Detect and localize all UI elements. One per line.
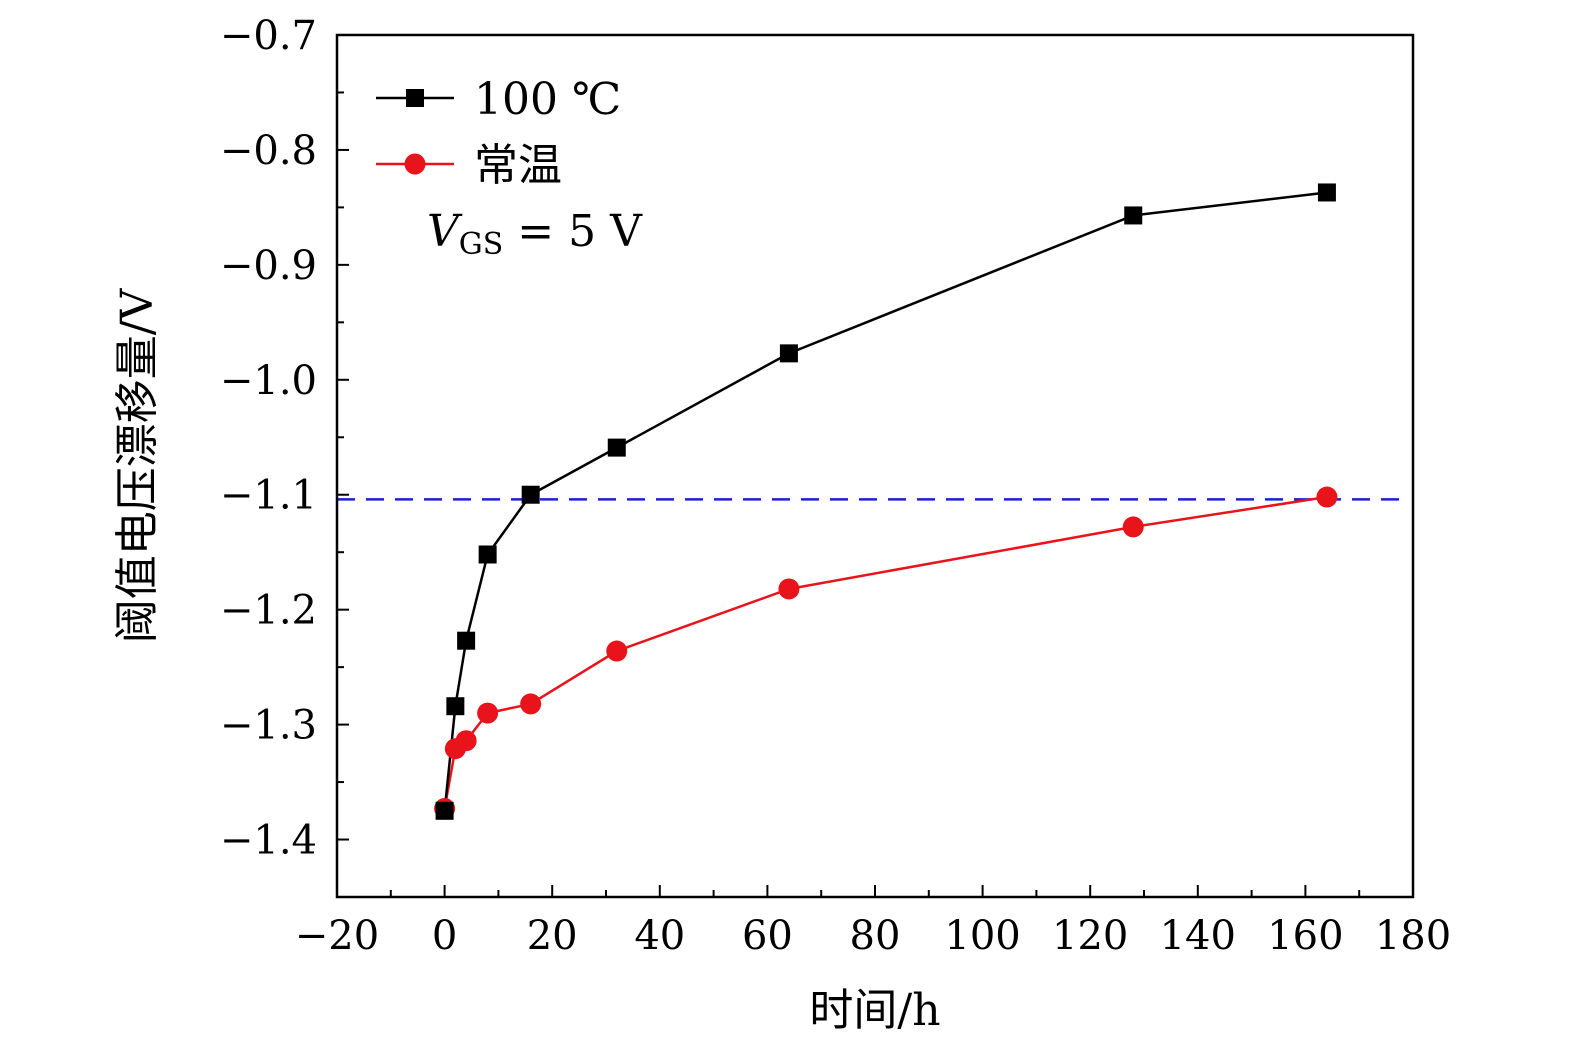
y-tick-label: −0.7 (220, 13, 317, 59)
data-point (478, 545, 497, 564)
x-tick-label: 80 (850, 913, 901, 959)
data-point (1124, 206, 1143, 225)
data-point (606, 640, 628, 662)
data-point (477, 702, 499, 724)
data-point (521, 485, 540, 504)
x-tick-label: 0 (432, 913, 457, 959)
data-point (779, 344, 798, 363)
y-axis-title: 阈值电压漂移量/V (112, 287, 163, 643)
y-tick-label: −0.9 (220, 243, 317, 289)
bias-annotation: VGS = 5 V (427, 206, 643, 262)
x-tick-label: 180 (1375, 913, 1451, 959)
data-point (1122, 516, 1144, 538)
legend-marker (406, 89, 424, 107)
x-tick-label: 120 (1052, 913, 1128, 959)
data-point (455, 730, 477, 752)
plot-frame (335, 33, 1415, 899)
x-tick-label: 40 (634, 913, 685, 959)
data-point (778, 578, 800, 600)
legend-marker (404, 153, 426, 175)
x-tick-label: −20 (295, 913, 379, 959)
y-tick-label: −1.0 (220, 358, 317, 404)
y-tick-label: −1.2 (220, 588, 317, 634)
data-point (435, 801, 454, 820)
data-point (607, 438, 626, 457)
data-point (1316, 486, 1338, 508)
y-tick-label: −1.4 (220, 818, 317, 864)
series-line-1 (443, 495, 1328, 809)
ticks-layer: −20 0 20 40 60 80 100 120 140 160 180 −0.7 −0.8 −0.9 −… (220, 13, 1451, 959)
series-line-0 (443, 191, 1328, 811)
x-tick-label: 60 (742, 913, 793, 959)
x-tick-label: 160 (1267, 913, 1343, 959)
legend-label: 100 ℃ (474, 74, 621, 125)
data-point (446, 697, 465, 716)
data-point (1317, 183, 1336, 202)
legend-label: 常温 (474, 140, 562, 191)
plot-layer (337, 183, 1399, 820)
x-tick-label: 100 (944, 913, 1020, 959)
x-tick-label: 140 (1160, 913, 1236, 959)
data-point (520, 693, 542, 715)
x-axis-title: 时间/h (809, 985, 940, 1036)
x-tick-label: 20 (527, 913, 578, 959)
y-tick-label: −1.1 (220, 473, 317, 519)
y-tick-label: −0.8 (220, 128, 317, 174)
y-tick-label: −1.3 (220, 703, 317, 749)
data-point (457, 631, 476, 650)
legend: 100 ℃ 常温 VGS = 5 V (376, 74, 643, 262)
